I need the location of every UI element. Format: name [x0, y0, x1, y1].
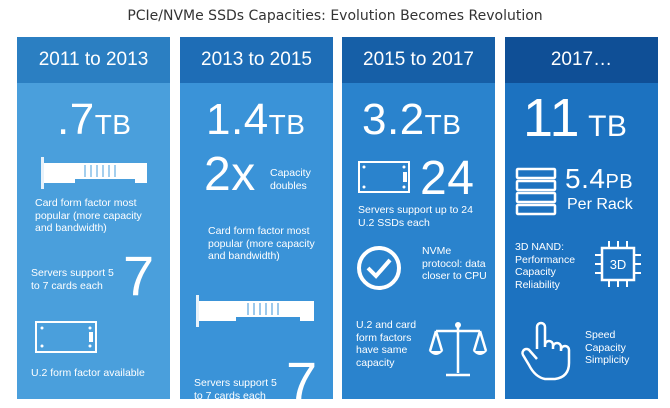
- u2-drive-icon: [358, 161, 410, 193]
- column-body: .7TB Card form factor most popular (more…: [17, 83, 170, 399]
- servers-support-text: Servers support 5 to 7 cards each: [194, 377, 277, 399]
- servers-card-count: 7: [286, 350, 318, 399]
- capacity-value: 3.2TB: [362, 95, 462, 144]
- pointing-hand-icon: [521, 321, 571, 381]
- column-header: 2015 to 2017: [342, 37, 495, 83]
- column-body: 3.2TB 24 Servers support up to 24 U.2 SS…: [342, 83, 495, 399]
- rack-capacity-value: 5.4PB: [565, 163, 634, 194]
- column-2013-2015: 2013 to 2015 1.4TB 2x Capacity doubles C…: [180, 37, 333, 399]
- column-header: 2017…: [505, 37, 658, 83]
- chip-label: 3D: [610, 257, 627, 272]
- u2-drive-icon: [35, 321, 97, 353]
- column-header: 2011 to 2013: [17, 37, 170, 83]
- drives-count: 24: [420, 152, 475, 205]
- server-rack-icon: [515, 167, 557, 216]
- speed-capacity-simplicity-text: Speed Capacity Simplicity: [585, 329, 630, 366]
- card-form-factor-text: Card form factor most popular (more capa…: [35, 197, 142, 234]
- checkmark-circle-icon: [357, 246, 401, 290]
- u2-available-text: U.2 form factor available: [31, 367, 145, 379]
- form-factor-parity-text: U.2 and card form factors have same capa…: [356, 319, 417, 369]
- 3d-nand-text: 3D NAND: Performance Capacity Reliabilit…: [515, 241, 576, 291]
- servers-support-text: Servers support up to 24 U.2 SSDs each: [358, 204, 473, 229]
- card-form-factor-text: Card form factor most popular (more capa…: [208, 225, 315, 262]
- column-2011-2013: 2011 to 2013 .7TB Card form factor most …: [17, 37, 170, 399]
- capacity-multiplier: 2x: [204, 148, 256, 201]
- page-title: PCIe/NVMe SSDs Capacities: Evolution Bec…: [127, 8, 543, 24]
- capacity-value: .7TB: [57, 95, 132, 144]
- column-body: 11 TB 5.4PB Per Rack 3D NAND: Performance…: [505, 83, 658, 399]
- per-rack-label: Per Rack: [567, 196, 633, 213]
- nvme-protocol-text: NVMe protocol: data closer to CPU: [422, 245, 487, 282]
- column-header: 2013 to 2015: [180, 37, 333, 83]
- capacity-value: 11 TB: [523, 88, 628, 148]
- servers-support-text: Servers support 5 to 7 cards each: [31, 267, 114, 292]
- servers-card-count: 7: [123, 244, 155, 307]
- column-body: 1.4TB 2x Capacity doubles Card form fact…: [180, 83, 333, 399]
- balance-scale-icon: [428, 322, 488, 377]
- pcie-card-icon: [41, 157, 147, 189]
- capacity-doubles-text: Capacity doubles: [270, 167, 311, 192]
- column-2017: 2017… 11 TB 5.4PB Per Rack 3D NAND: Perfo…: [505, 37, 658, 399]
- chip-3d-icon: 3D: [595, 241, 641, 287]
- capacity-value: 1.4TB: [206, 95, 306, 144]
- pcie-card-icon: [196, 295, 314, 327]
- column-2015-2017: 2015 to 2017 3.2TB 24 Servers support up…: [342, 37, 495, 399]
